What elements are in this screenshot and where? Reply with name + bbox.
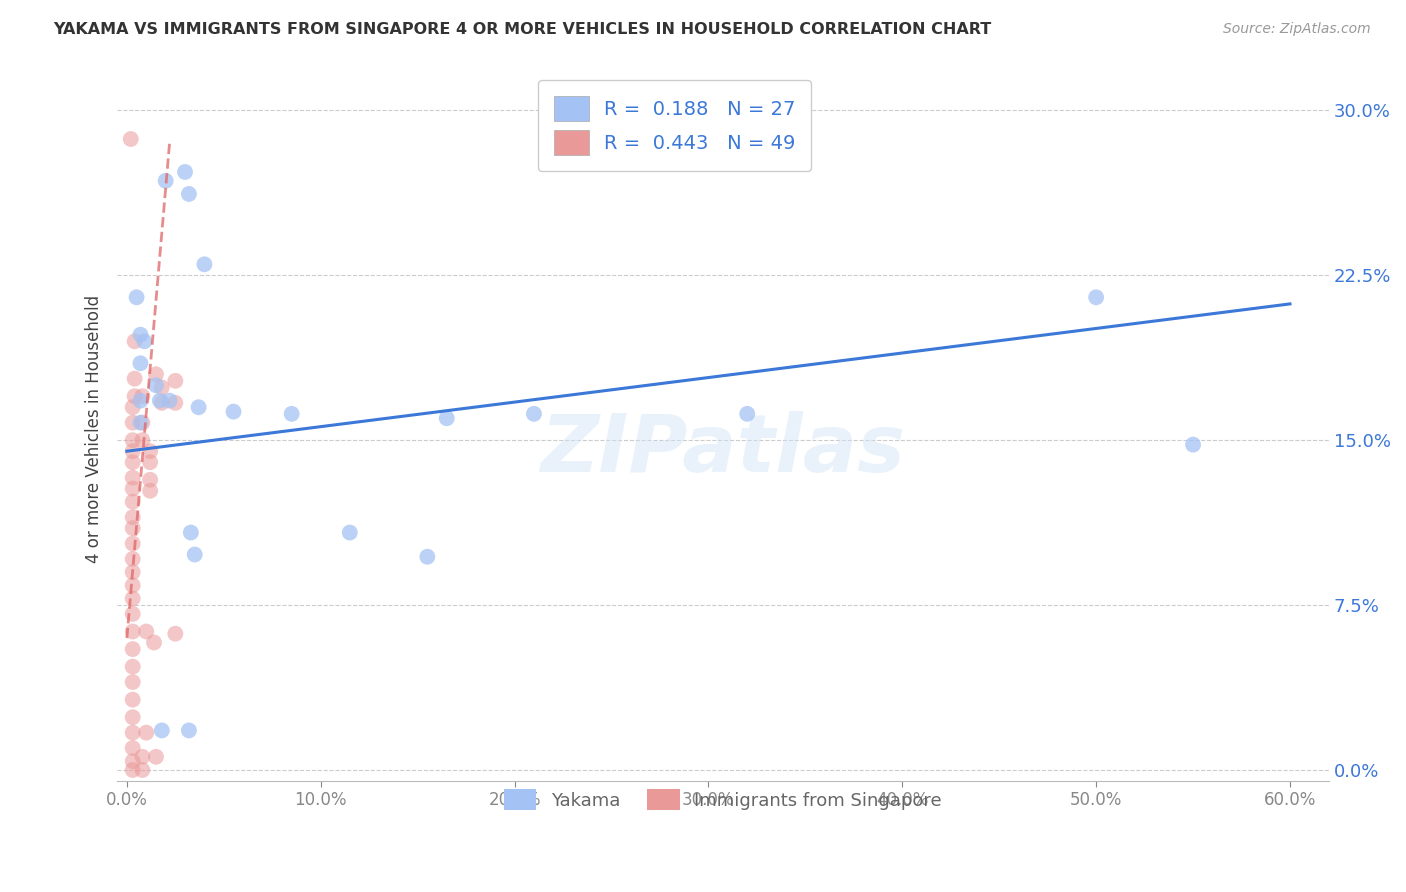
Point	[159, 393, 181, 408]
Point	[129, 356, 152, 370]
Point	[139, 455, 162, 469]
Point	[139, 473, 162, 487]
Point	[121, 763, 143, 777]
Point	[436, 411, 458, 425]
Point	[149, 393, 172, 408]
Point	[145, 378, 167, 392]
Text: ZIPatlas: ZIPatlas	[540, 411, 905, 490]
Point	[125, 290, 148, 304]
Point	[129, 416, 152, 430]
Point	[121, 401, 143, 415]
Point	[121, 482, 143, 496]
Point	[145, 749, 167, 764]
Point	[129, 393, 152, 408]
Point	[150, 723, 173, 738]
Point	[735, 407, 758, 421]
Y-axis label: 4 or more Vehicles in Household: 4 or more Vehicles in Household	[86, 295, 103, 563]
Point	[121, 725, 143, 739]
Point	[165, 396, 187, 410]
Point	[121, 510, 143, 524]
Point	[131, 749, 153, 764]
Point	[135, 725, 157, 739]
Point	[339, 525, 361, 540]
Point	[121, 470, 143, 484]
Point	[139, 483, 162, 498]
Point	[121, 552, 143, 566]
Point	[121, 565, 143, 579]
Point	[1182, 437, 1205, 451]
Point	[180, 525, 202, 540]
Text: YAKAMA VS IMMIGRANTS FROM SINGAPORE 4 OR MORE VEHICLES IN HOUSEHOLD CORRELATION : YAKAMA VS IMMIGRANTS FROM SINGAPORE 4 OR…	[53, 22, 991, 37]
Point	[121, 624, 143, 639]
Point	[131, 434, 153, 448]
Point	[121, 710, 143, 724]
Point	[165, 626, 187, 640]
Point	[121, 642, 143, 657]
Point	[121, 578, 143, 592]
Point	[121, 444, 143, 458]
Point	[165, 374, 187, 388]
Point	[177, 186, 200, 201]
Point	[150, 396, 173, 410]
Point	[177, 723, 200, 738]
Point	[121, 455, 143, 469]
Point	[139, 444, 162, 458]
Point	[155, 174, 177, 188]
Point	[222, 404, 245, 418]
Point	[121, 434, 143, 448]
Point	[121, 591, 143, 606]
Point	[129, 327, 152, 342]
Point	[121, 536, 143, 550]
Point	[135, 624, 157, 639]
Point	[121, 675, 143, 690]
Point	[131, 416, 153, 430]
Point	[143, 635, 166, 649]
Legend: Yakama, Immigrants from Singapore: Yakama, Immigrants from Singapore	[489, 775, 956, 825]
Point	[121, 607, 143, 621]
Text: Source: ZipAtlas.com: Source: ZipAtlas.com	[1223, 22, 1371, 37]
Point	[121, 495, 143, 509]
Point	[193, 257, 215, 271]
Point	[523, 407, 546, 421]
Point	[124, 334, 146, 349]
Point	[134, 334, 156, 349]
Point	[187, 401, 209, 415]
Point	[120, 132, 142, 146]
Point	[124, 371, 146, 385]
Point	[145, 368, 167, 382]
Point	[183, 548, 205, 562]
Point	[150, 380, 173, 394]
Point	[121, 741, 143, 756]
Point	[280, 407, 302, 421]
Point	[416, 549, 439, 564]
Point	[131, 389, 153, 403]
Point	[121, 521, 143, 535]
Point	[1085, 290, 1108, 304]
Point	[124, 389, 146, 403]
Point	[121, 754, 143, 768]
Point	[121, 692, 143, 706]
Point	[121, 659, 143, 673]
Point	[131, 763, 153, 777]
Point	[174, 165, 197, 179]
Point	[121, 416, 143, 430]
